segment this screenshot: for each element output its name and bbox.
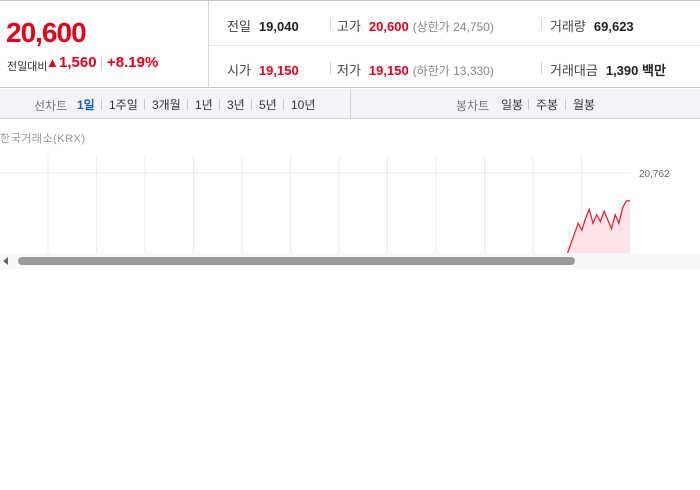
line-chart-title: 선차트 (34, 99, 68, 113)
chart-scrollbar[interactable] (0, 253, 700, 269)
candle-chart-title: 봉차트 (456, 99, 490, 113)
prev-close-label: 전일 (227, 19, 251, 34)
quote-summary: 20,600 전일대비 ▲ 1,560 +8.19% 전일 19,040 고가 20… (0, 0, 700, 88)
low-label: 저가 (337, 63, 361, 78)
y-axis-ticks: 20,76220,27219,782 (639, 169, 670, 180)
change-percent: +8.19% (107, 54, 159, 71)
period-tab-3m[interactable]: 3개월 (152, 98, 181, 112)
current-price-box: 20,600 전일대비 ▲ 1,560 +8.19% (0, 1, 209, 88)
tab-divider (283, 99, 284, 110)
change-divider (101, 57, 102, 69)
turnover-stat: 거래대금 1,390 백만 (550, 60, 666, 79)
tab-divider (528, 99, 529, 110)
scrollbar-thumb[interactable] (18, 257, 575, 265)
change-value: 1,560 (59, 54, 97, 71)
period-tab-1w[interactable]: 1주일 (109, 98, 138, 112)
open-value: 19,150 (258, 63, 299, 78)
chart-toolbar: 선차트 1일 1주일 3개월 1년 3년 5년 10년 봉차트 일봉 주봉 월봉 (0, 89, 700, 119)
volume-stat: 거래량 69,623 (550, 16, 634, 35)
lower-limit: (하한가 13,330) (412, 64, 494, 78)
high-stat: 고가 20,600 (상한가 24,750) (337, 16, 494, 35)
prev-close-value: 19,040 (258, 19, 299, 34)
stat-divider (541, 18, 542, 30)
period-tab-1d[interactable]: 1일 (77, 98, 95, 112)
current-price: 20,600 (6, 17, 87, 48)
open-stat: 시가 19,150 (227, 60, 299, 79)
prev-close-stat: 전일 19,040 (227, 16, 299, 35)
open-label: 시가 (227, 63, 251, 78)
chart-grid (0, 156, 630, 253)
upper-limit: (상한가 24,750) (412, 20, 494, 34)
stat-divider (330, 62, 331, 74)
turnover-label: 거래대금 (550, 63, 598, 78)
toolbar-divider (350, 89, 351, 119)
row-divider (209, 45, 700, 46)
candle-tab-daily[interactable]: 일봉 (501, 98, 524, 112)
price-area (567, 200, 630, 253)
tab-divider (144, 99, 145, 110)
candle-tab-monthly[interactable]: 월봉 (573, 98, 596, 112)
change-label: 전일대비 (7, 61, 48, 73)
stat-divider (330, 18, 331, 30)
volume-label: 거래량 (550, 19, 586, 34)
price-line (566, 200, 630, 253)
tab-divider (251, 99, 252, 110)
period-tab-5y[interactable]: 5년 (259, 98, 277, 112)
tab-divider (101, 99, 102, 110)
scroll-left-arrow-icon[interactable] (3, 257, 8, 265)
tab-divider (187, 99, 188, 110)
period-tab-10y[interactable]: 10년 (291, 98, 316, 112)
low-value: 19,150 (368, 63, 409, 78)
high-label: 고가 (337, 19, 361, 34)
candle-tab-weekly[interactable]: 주봉 (536, 98, 559, 112)
tab-divider (219, 99, 220, 110)
low-stat: 저가 19,150 (하한가 13,330) (337, 60, 494, 79)
period-tab-1y[interactable]: 1년 (195, 98, 213, 112)
price-chart: 20,76220,27219,782 (0, 156, 670, 253)
tab-divider (565, 99, 566, 110)
up-arrow-icon: ▲ (46, 55, 59, 70)
chart-source: 한국거래소(KRX) (0, 133, 86, 145)
y-tick-label: 20,762 (639, 169, 670, 180)
high-value: 20,600 (368, 19, 409, 34)
period-tab-3y[interactable]: 3년 (227, 98, 245, 112)
volume-value: 69,623 (593, 19, 634, 34)
stat-divider (541, 62, 542, 74)
turnover-value: 1,390 백만 (605, 63, 666, 78)
